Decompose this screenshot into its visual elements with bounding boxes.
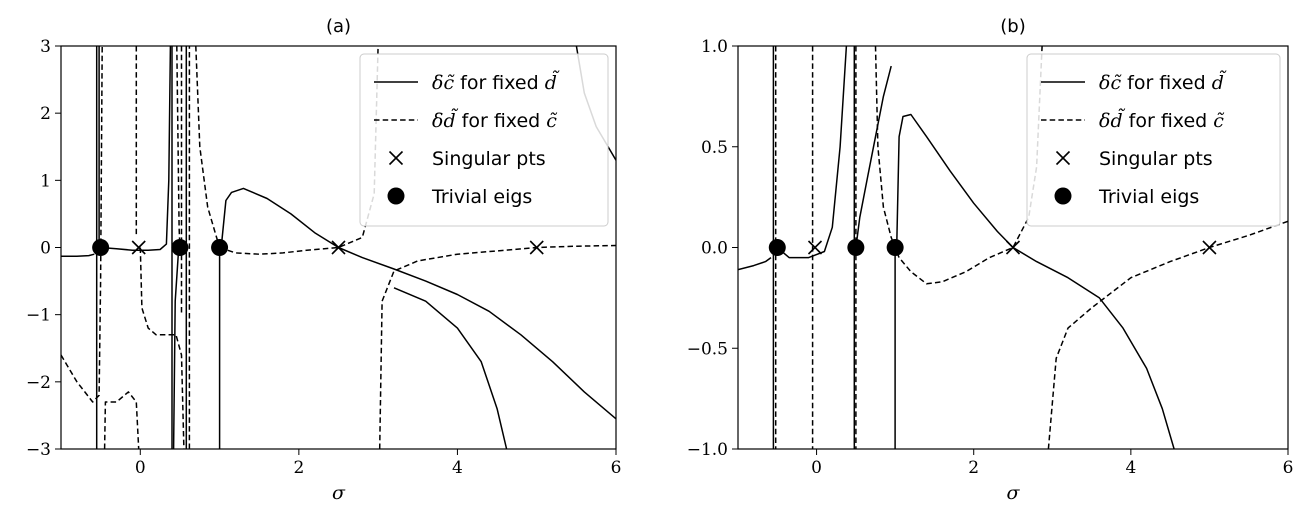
solid-series-line: [393, 287, 508, 449]
legend-label: Trivial eigs: [431, 186, 532, 208]
legend-label: δd̃ for fixed c̃: [432, 109, 558, 132]
singular-point-marker: [529, 240, 544, 255]
legend-math: δd̃: [432, 109, 459, 132]
legend-x-marker-icon: [388, 150, 404, 166]
singular-point-marker: [1005, 240, 1021, 255]
x-tick-label: 4: [452, 458, 463, 478]
legend-dot-marker-icon: [387, 187, 405, 205]
y-tick-label: 0.0: [701, 239, 728, 259]
legend-text: for fixed: [1123, 110, 1214, 132]
legend: δc̃ for fixed d̃δd̃ for fixed c̃Singular…: [1026, 53, 1281, 227]
legend-label: δc̃ for fixed d̃: [432, 71, 560, 94]
x-tick-label: 0: [811, 458, 822, 478]
singular-point-stroke: [131, 240, 146, 255]
x-tick-label: 0: [135, 458, 146, 478]
solid-series-line: [100, 46, 172, 251]
legend-label: δc̃ for fixed d̃: [1099, 71, 1227, 94]
solid-series-line: [855, 65, 892, 248]
legend-text: Trivial eigs: [431, 186, 532, 208]
dashed-series-line: [1047, 220, 1288, 449]
legend-math: c̃: [546, 110, 558, 132]
x-tick-label: 2: [293, 458, 304, 478]
legend-text: for fixed: [454, 72, 545, 94]
y-tick-label: −0.5: [687, 339, 728, 359]
legend-math: δd̃: [1099, 109, 1126, 132]
y-tick-label: 1.0: [701, 37, 728, 57]
solid-series-line: [220, 187, 616, 420]
legend-math: δc̃: [432, 72, 455, 94]
legend-x-stroke: [388, 150, 404, 166]
trivial-eig-marker: [847, 239, 865, 256]
y-tick-label: 2: [40, 104, 51, 124]
trivial-eig-marker: [768, 239, 786, 256]
chart-panel-b: (b) 0 2 4 6 −1.0 −0.5 0.0 0.5 1.0 σ δc̃ for fixed d…: [687, 16, 1294, 504]
legend-dot-marker-icon: [1054, 187, 1072, 205]
trivial-eig-marker: [92, 239, 110, 256]
legend-label: Singular pts: [432, 148, 546, 170]
y-tick-label: −1: [26, 306, 51, 326]
solid-series-line: [61, 253, 95, 257]
trivial-eig-marker: [211, 239, 229, 256]
dashed-series-line: [103, 391, 140, 449]
y-tick-label: 0: [40, 239, 51, 259]
solid-series-line: [172, 243, 183, 449]
singular-point-marker: [131, 240, 146, 255]
singular-point-marker: [1202, 240, 1217, 255]
legend-x-stroke: [1055, 150, 1071, 166]
legend-math: d̃: [545, 71, 560, 94]
y-tick-label: −2: [26, 373, 51, 393]
legend-label: Singular pts: [1099, 148, 1213, 170]
singular-point-stroke: [1202, 240, 1217, 255]
x-axis-label: σ: [332, 482, 346, 504]
legend-text: for fixed: [456, 110, 547, 132]
legend-text: Trivial eigs: [1098, 186, 1199, 208]
trivial-eig-marker: [886, 239, 904, 256]
legend-text: Singular pts: [1099, 148, 1213, 170]
dashed-series-line: [195, 46, 221, 248]
dashed-series-line: [219, 46, 379, 255]
solid-series-line: [776, 46, 848, 259]
y-tick-label: −1.0: [687, 440, 728, 460]
y-tick-label: −3: [26, 440, 51, 460]
x-axis-label: σ: [1007, 482, 1021, 504]
y-tick-label: 1: [40, 171, 51, 191]
solid-series-line: [895, 113, 1175, 449]
legend-box: [359, 53, 609, 227]
y-tick-label: 3: [40, 37, 51, 57]
singular-point-marker: [807, 240, 823, 255]
dashed-series-line: [139, 247, 185, 449]
singular-point-stroke: [529, 240, 544, 255]
x-tick-label: 4: [1125, 458, 1136, 478]
legend-box: [1026, 53, 1281, 227]
x-tick-label: 6: [1283, 458, 1294, 478]
solid-series-line: [738, 256, 772, 271]
x-tick-label: 2: [968, 458, 979, 478]
legend-math: c̃: [1213, 110, 1225, 132]
dashed-series-line: [874, 46, 1043, 285]
trivial-eig-marker: [171, 239, 189, 256]
legend-text: Singular pts: [432, 148, 546, 170]
chart-title: (b): [1000, 16, 1025, 37]
singular-point-stroke: [1005, 240, 1021, 255]
legend-label: δd̃ for fixed c̃: [1099, 109, 1225, 132]
dashed-series-line: [378, 244, 616, 449]
dashed-series-line: [176, 46, 181, 248]
singular-point-marker: [331, 240, 346, 255]
chart-title: (a): [326, 16, 351, 37]
singular-point-stroke: [331, 240, 346, 255]
legend-math: δc̃: [1099, 72, 1122, 94]
chart-panel-a: (a) 0 2 4 6 −3 −2 −1 0 1 2 3 σ δc̃ for fixed d̃ δd̃ fo…: [26, 16, 621, 504]
y-tick-label: 0.5: [701, 138, 728, 158]
legend-label: Trivial eigs: [1098, 186, 1199, 208]
legend-x-marker-icon: [1055, 150, 1071, 166]
singular-point-stroke: [807, 240, 823, 255]
legend-math: d̃: [1212, 71, 1227, 94]
legend: δc̃ for fixed d̃δd̃ for fixed c̃Singular…: [359, 53, 609, 227]
x-tick-label: 6: [611, 458, 622, 478]
legend-text: for fixed: [1121, 72, 1212, 94]
